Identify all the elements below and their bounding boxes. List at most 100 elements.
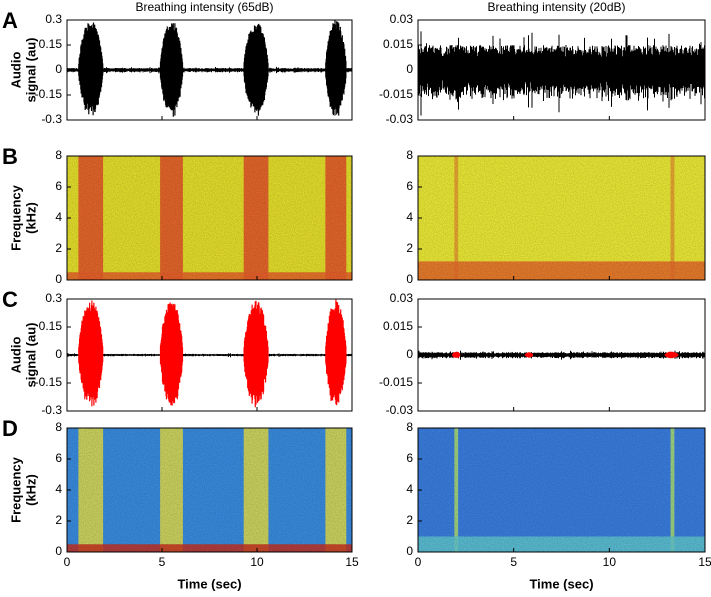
x-tick-label: 15 xyxy=(345,555,359,569)
x-tick-label: 15 xyxy=(698,555,711,569)
panel: 0.3 0.15 0 -0.15 -0.3 Breathing intensity (65… xyxy=(2,0,353,126)
burst-trace xyxy=(243,300,269,408)
spectrogram-texture xyxy=(418,428,705,552)
y-axis-label: Frequency xyxy=(8,456,23,523)
y-axis-label: (kHz) xyxy=(23,474,38,506)
y-tick-label: 2 xyxy=(55,241,62,255)
burst-trace xyxy=(664,351,679,359)
noise-trace xyxy=(418,31,705,116)
y-tick-label: 6 xyxy=(55,179,62,193)
burst-trace xyxy=(78,300,104,407)
panel-letter: A xyxy=(2,8,18,33)
y-tick-label: -0.015 xyxy=(379,375,413,389)
burst-trace xyxy=(159,302,184,406)
y-tick-label: 0.15 xyxy=(39,319,63,333)
panel: 8 6 4 2 00 5 10 15 Time (sec) D Frequency (kHz) xyxy=(2,416,359,592)
x-tick-label: 5 xyxy=(159,555,166,569)
panel-letter: C xyxy=(2,287,18,312)
x-tick-label: 0 xyxy=(64,555,71,569)
panel: 0.03 0.015 0 -0.015 -0.03 Breathing intensity… xyxy=(379,0,706,126)
y-tick-label: 8 xyxy=(406,420,413,434)
plot-area xyxy=(67,428,352,552)
panel: 0.03 0.015 0 -0.015 -0.03 xyxy=(379,291,706,417)
y-tick-label: 6 xyxy=(406,451,413,465)
burst-trace xyxy=(452,351,461,358)
spectrogram-texture xyxy=(67,156,352,280)
y-tick-label: 2 xyxy=(406,513,413,527)
y-tick-label: 4 xyxy=(406,210,413,224)
y-tick-label: 0 xyxy=(55,544,62,558)
x-tick-label: 10 xyxy=(603,555,617,569)
y-tick-label: -0.03 xyxy=(386,112,414,126)
y-tick-label: 6 xyxy=(406,179,413,193)
y-tick-label: 2 xyxy=(406,241,413,255)
x-axis-label: Time (sec) xyxy=(177,576,241,591)
y-tick-label: 0 xyxy=(55,272,62,286)
y-tick-label: 0.3 xyxy=(45,12,62,26)
y-tick-label: 0 xyxy=(406,272,413,286)
y-tick-label: 0.03 xyxy=(390,291,414,305)
noise-trace xyxy=(418,350,705,360)
y-tick-label: -0.03 xyxy=(386,403,414,417)
x-tick-label: 5 xyxy=(510,555,517,569)
noise-trace xyxy=(67,353,352,358)
y-axis-label: signal (au) xyxy=(23,322,38,387)
y-axis-label: Audio xyxy=(8,337,23,374)
burst-trace xyxy=(78,22,104,116)
y-tick-label: 4 xyxy=(406,482,413,496)
y-tick-label: 8 xyxy=(55,420,62,434)
y-tick-label: 0 xyxy=(406,62,413,76)
burst-trace xyxy=(325,20,347,116)
panel: 8 6 4 2 00 5 10 15 Time (sec) xyxy=(406,420,711,591)
y-tick-label: 4 xyxy=(55,210,62,224)
spectrogram-texture xyxy=(418,156,705,280)
plot-area xyxy=(418,350,705,360)
y-tick-label: -0.3 xyxy=(41,112,62,126)
panel: 8 6 4 2 0 xyxy=(406,148,706,286)
burst-trace xyxy=(325,299,347,406)
y-tick-label: 2 xyxy=(55,513,62,527)
plot-area xyxy=(67,299,352,408)
y-tick-label: 0 xyxy=(55,347,62,361)
panel-title: Breathing intensity (20dB) xyxy=(487,0,625,14)
burst-trace xyxy=(524,352,533,358)
plot-area xyxy=(67,156,352,280)
y-tick-label: -0.3 xyxy=(41,403,62,417)
y-tick-label: 0.015 xyxy=(383,319,413,333)
y-axis-label: (kHz) xyxy=(23,202,38,234)
y-tick-label: 6 xyxy=(55,451,62,465)
plot-area xyxy=(418,156,705,280)
y-axis-label: Frequency xyxy=(8,184,23,251)
panel-letter: D xyxy=(2,416,18,441)
spectrogram-texture xyxy=(67,428,352,552)
y-axis-label: Audio xyxy=(8,52,23,89)
y-axis-label: signal (au) xyxy=(23,37,38,102)
panel: 8 6 4 2 0 B Frequency (kHz) xyxy=(2,144,353,286)
y-tick-label: 8 xyxy=(406,148,413,162)
y-tick-label: 0.15 xyxy=(39,37,63,51)
y-tick-label: 8 xyxy=(55,148,62,162)
panel-letter: B xyxy=(2,144,18,169)
y-tick-label: 0 xyxy=(406,347,413,361)
plot-area xyxy=(418,31,705,116)
burst-trace xyxy=(243,23,269,116)
x-tick-label: 10 xyxy=(250,555,264,569)
panel-title: Breathing intensity (65dB) xyxy=(135,0,273,14)
y-tick-label: 0.015 xyxy=(383,37,413,51)
plot-area xyxy=(418,428,705,552)
x-tick-label: 0 xyxy=(415,555,422,569)
burst-trace xyxy=(159,23,184,117)
y-tick-label: 4 xyxy=(55,482,62,496)
y-tick-label: -0.015 xyxy=(379,87,413,101)
y-tick-label: 0.3 xyxy=(45,291,62,305)
plot-area xyxy=(67,20,352,117)
x-axis-label: Time (sec) xyxy=(529,576,593,591)
y-tick-label: 0.03 xyxy=(390,12,414,26)
noise-trace xyxy=(67,66,352,74)
y-tick-label: -0.15 xyxy=(35,87,63,101)
panel: 0.3 0.15 0 -0.15 -0.3 C Audio signal (au) xyxy=(2,287,353,417)
y-tick-label: 0 xyxy=(55,62,62,76)
y-tick-label: 0 xyxy=(406,544,413,558)
